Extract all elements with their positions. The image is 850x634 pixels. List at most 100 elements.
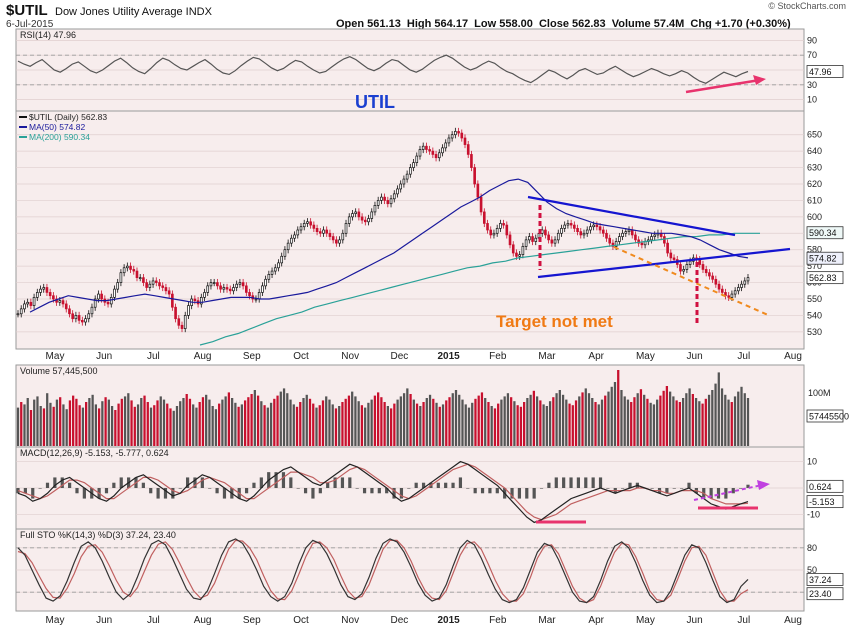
volume-bar: [166, 403, 169, 446]
candle-body: [582, 232, 586, 236]
volume-bar: [389, 408, 393, 446]
volume-bar: [91, 394, 94, 446]
candle-body: [415, 155, 419, 163]
volume-bar: [286, 393, 289, 446]
candle-body: [502, 223, 505, 226]
candle-body: [720, 288, 724, 293]
ma50-line: [29, 178, 749, 313]
volume-bar: [415, 403, 419, 446]
candle-body: [418, 149, 422, 157]
candle-body: [151, 280, 155, 285]
candle-body: [605, 232, 608, 239]
candle-body: [206, 285, 210, 293]
candle-body: [167, 290, 171, 295]
macd-hist-bar: [200, 477, 204, 488]
volume-bar: [364, 407, 367, 446]
candle-body: [437, 152, 441, 159]
sto-k-last-value: 37.24: [809, 575, 832, 585]
candle-body: [482, 211, 486, 224]
macd-last-value: -5.153: [809, 497, 835, 507]
volume-bar: [600, 399, 604, 446]
ma50-last-value: 574.82: [809, 254, 837, 264]
volume-bar: [383, 402, 386, 446]
candle-body: [35, 292, 39, 298]
volume-bar: [243, 400, 247, 446]
macd-hist-bar: [517, 488, 522, 499]
candle-body: [81, 320, 84, 323]
volume-bar: [428, 394, 432, 446]
volume-bar: [104, 397, 107, 446]
volume-bar: [75, 398, 78, 446]
ma200-legend: MA(200) 590.34: [29, 132, 90, 142]
candle-body: [540, 229, 544, 234]
x-label-top: Jul: [147, 351, 160, 362]
volume-bar: [114, 410, 117, 446]
candle-body: [58, 300, 62, 303]
x-label-top: 2015: [437, 351, 460, 362]
volume-bar: [393, 403, 396, 446]
x-label-top: Dec: [391, 351, 409, 362]
macd-hist-bar: [392, 488, 396, 499]
volume-bar: [727, 399, 730, 446]
volume-bar: [604, 395, 607, 446]
volume-bar: [367, 402, 370, 446]
x-label-top: Mar: [538, 351, 556, 362]
macd-hist-bar: [141, 482, 145, 488]
price-legend-title: $UTIL (Daily) 562.83: [29, 112, 107, 122]
candle-body: [450, 134, 454, 139]
rsi-line: [17, 54, 749, 84]
volume-bar: [623, 396, 626, 446]
x-label-bottom: May: [46, 615, 65, 626]
volume-bar: [302, 398, 305, 446]
volume-bar: [276, 395, 279, 446]
candle-body: [357, 211, 361, 218]
macd-hist-bar: [311, 488, 315, 499]
candle-body: [402, 178, 406, 185]
macd-hist-bar: [665, 488, 669, 494]
candle-body: [122, 267, 126, 274]
volume-bar: [448, 397, 451, 446]
volume-bar: [62, 404, 65, 446]
x-label-top: Aug: [194, 351, 212, 362]
candle-body: [573, 224, 576, 229]
candle-body: [373, 205, 377, 213]
volume-bar: [513, 401, 516, 446]
candle-body: [663, 236, 666, 244]
candle-body: [360, 216, 364, 221]
volume-bar: [172, 410, 175, 446]
candle-body: [534, 237, 538, 242]
volume-bar: [561, 394, 565, 446]
target-dashed-line: [613, 246, 769, 316]
candle-body: [566, 223, 570, 226]
candle-body: [627, 229, 631, 232]
volume-panel: Volume 57,445,500 100M: [15, 364, 831, 448]
candle-body: [318, 231, 322, 234]
macd-hist-bar: [112, 482, 116, 488]
macd-hist-bar: [303, 488, 308, 494]
candle-body: [601, 229, 605, 234]
volume-bar: [321, 400, 325, 446]
volume-bar: [68, 400, 72, 446]
candle-body: [698, 259, 702, 265]
volume-bar: [52, 406, 55, 446]
macd-hist-bar: [554, 477, 558, 488]
volume-bar: [263, 405, 266, 446]
macd-hist-bar: [539, 488, 544, 489]
volume-bar: [231, 398, 234, 446]
candle-body: [524, 239, 528, 247]
volume-bar: [65, 409, 68, 446]
ma200-line: [199, 232, 760, 346]
volume-bar: [542, 404, 545, 446]
volume-bar: [471, 402, 474, 446]
volume-bar: [26, 398, 29, 446]
macd-hist-bar: [746, 484, 750, 488]
volume-bar: [396, 399, 399, 446]
volume-bar: [373, 395, 377, 446]
candle-body: [241, 282, 245, 287]
candle-body: [209, 282, 213, 287]
volume-bar: [360, 405, 364, 446]
candle-body: [521, 246, 525, 255]
candle-body: [16, 313, 20, 316]
macd-hist-bar: [672, 488, 676, 489]
